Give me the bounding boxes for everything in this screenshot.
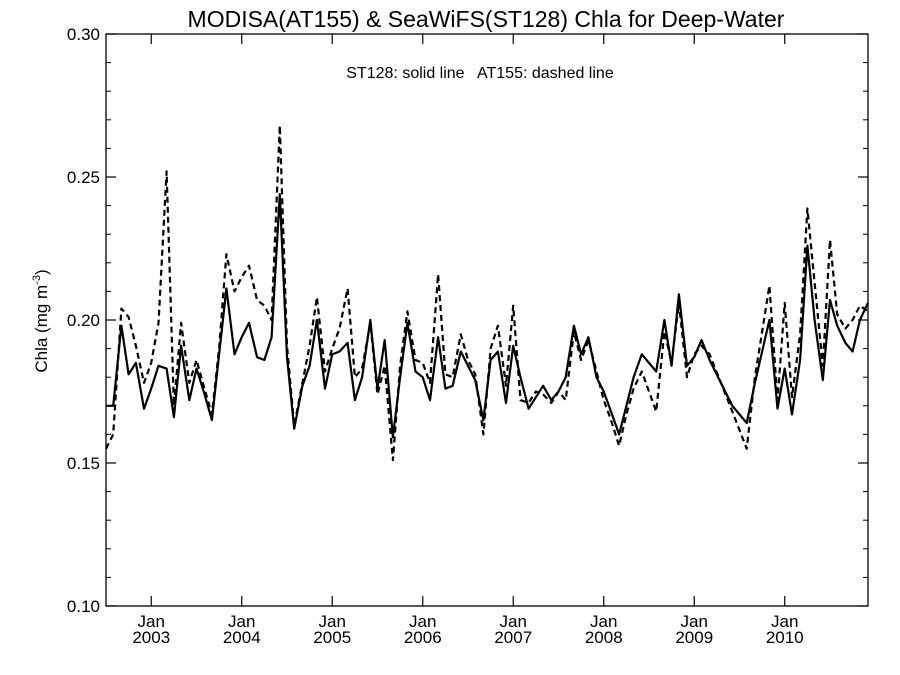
x-tick-label-year: 2005 <box>313 628 351 647</box>
x-tick-label-year: 2007 <box>494 628 532 647</box>
x-tick-label-month: Jan <box>500 612 527 631</box>
x-tick-label-year: 2008 <box>585 628 623 647</box>
plot-frame <box>105 33 869 607</box>
y-tick-label: 0.15 <box>67 454 100 473</box>
x-tick-label-year: 2006 <box>404 628 442 647</box>
x-tick-label-month: Jan <box>590 612 617 631</box>
x-tick-label-month: Jan <box>228 612 255 631</box>
y-tick-label: 0.10 <box>67 597 100 616</box>
x-tick-label-year: 2004 <box>223 628 261 647</box>
y-tick-label: 0.20 <box>67 311 100 330</box>
x-tick-label-month: Jan <box>771 612 798 631</box>
x-tick-label-year: 2003 <box>132 628 170 647</box>
x-tick-label-month: Jan <box>138 612 165 631</box>
series-line-st128 <box>106 193 869 439</box>
x-tick-label-year: 2009 <box>675 628 713 647</box>
series-line-at155 <box>105 124 869 462</box>
x-tick-label-month: Jan <box>681 612 708 631</box>
plot-marks: 0.100.150.200.250.30Jan2003Jan2004Jan200… <box>67 25 869 647</box>
y-tick-label: 0.30 <box>67 25 100 44</box>
x-tick-label-year: 2010 <box>766 628 804 647</box>
y-axis-label: Chla (mg m-3) <box>31 269 51 372</box>
chart-title: MODISA(AT155) & SeaWiFS(ST128) Chla for … <box>188 6 785 32</box>
y-axis-label-close: ) <box>32 269 51 275</box>
y-axis-label-superscript: -3 <box>31 275 43 285</box>
y-axis-label-main: Chla (mg m <box>32 285 51 373</box>
y-tick-label: 0.25 <box>67 168 100 187</box>
x-tick-label-month: Jan <box>319 612 346 631</box>
x-tick-label-month: Jan <box>409 612 436 631</box>
line-style-annotation: ST128: solid line AT155: dashed line <box>346 65 614 82</box>
